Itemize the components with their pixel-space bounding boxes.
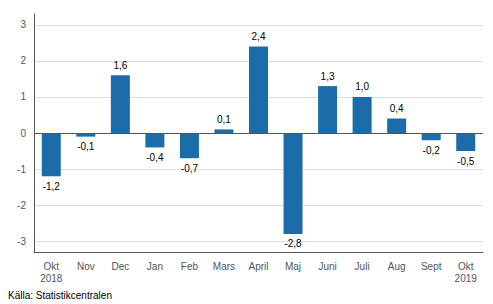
svg-text:1: 1 (20, 91, 26, 102)
svg-text:Nov: Nov (77, 261, 95, 272)
svg-text:0: 0 (20, 128, 26, 139)
svg-text:April: April (248, 261, 268, 272)
svg-text:2,4: 2,4 (252, 31, 266, 42)
svg-text:2019: 2019 (455, 273, 478, 284)
svg-text:-0,2: -0,2 (423, 145, 441, 156)
svg-text:-0,4: -0,4 (146, 152, 164, 163)
svg-text:0,4: 0,4 (390, 103, 404, 114)
svg-text:Källa: Statistikcentralen: Källa: Statistikcentralen (8, 290, 112, 301)
svg-text:0,1: 0,1 (217, 114, 231, 125)
svg-text:3: 3 (20, 19, 26, 30)
svg-text:Aug: Aug (388, 261, 406, 272)
svg-text:-1,2: -1,2 (43, 181, 61, 192)
svg-text:-2,8: -2,8 (284, 238, 302, 249)
svg-text:Dec: Dec (111, 261, 129, 272)
svg-text:2: 2 (20, 55, 26, 66)
svg-text:Okt: Okt (458, 261, 474, 272)
svg-text:1,3: 1,3 (321, 71, 335, 82)
svg-text:1,6: 1,6 (113, 60, 127, 71)
svg-text:Mars: Mars (213, 261, 235, 272)
svg-text:Feb: Feb (181, 261, 199, 272)
svg-text:Okt: Okt (43, 261, 59, 272)
svg-text:-0,1: -0,1 (77, 141, 95, 152)
svg-text:Maj: Maj (285, 261, 301, 272)
svg-text:-2: -2 (17, 200, 26, 211)
svg-text:Juli: Juli (355, 261, 370, 272)
svg-text:-3: -3 (17, 236, 26, 247)
svg-text:Juni: Juni (318, 261, 336, 272)
svg-text:1,0: 1,0 (355, 81, 369, 92)
svg-text:Jan: Jan (147, 261, 163, 272)
svg-text:-0,5: -0,5 (457, 156, 475, 167)
svg-text:2018: 2018 (40, 273, 63, 284)
svg-text:-0,7: -0,7 (181, 163, 199, 174)
svg-text:Sept: Sept (421, 261, 442, 272)
svg-text:-1: -1 (17, 164, 26, 175)
